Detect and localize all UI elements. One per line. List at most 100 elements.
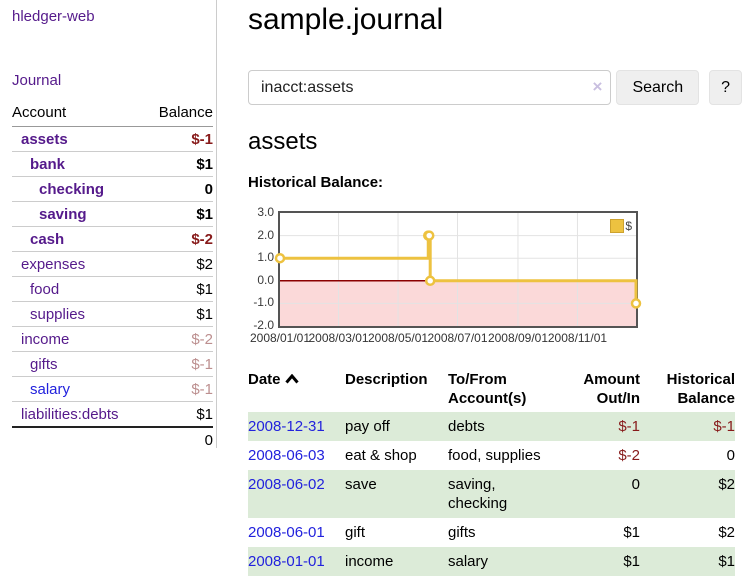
- account-balance: $-1: [191, 355, 213, 373]
- transaction-description: income: [345, 547, 448, 576]
- register-row: 2008-01-01 income salary $1 $1: [248, 547, 735, 576]
- accounts-header-account: Account: [12, 104, 67, 121]
- x-axis-tick-label: 2008/11/01: [547, 331, 608, 345]
- sidebar-account-row: saving $1: [12, 202, 213, 227]
- account-link[interactable]: supplies: [30, 305, 86, 323]
- transaction-description: save: [345, 470, 448, 518]
- accounts-table-header: Account Balance: [12, 104, 213, 127]
- transaction-amount: $-1: [562, 412, 640, 441]
- transaction-date-link[interactable]: 2008-06-03: [248, 447, 325, 464]
- y-axis-tick-label: -1.0: [253, 295, 274, 310]
- search-input[interactable]: [248, 70, 612, 105]
- historical-balance-chart: 3.0 2.0 1.0 0.0 -1.0 -2.0 $ 2008/01/01 2008/03…: [248, 204, 668, 345]
- transaction-accounts: salary: [448, 547, 562, 576]
- accounts-header-balance: Balance: [158, 104, 213, 121]
- header-label: To/From: [448, 371, 507, 388]
- register-column-header: Date: [248, 368, 345, 412]
- transaction-date-link[interactable]: 2008-01-01: [248, 553, 325, 570]
- register-header-row: Date Description To/From Account(s) Amount Ou…: [248, 368, 735, 412]
- account-link[interactable]: cash: [30, 230, 65, 248]
- account-page-title: assets: [248, 128, 318, 155]
- legend-swatch-icon: [610, 219, 625, 233]
- account-balance: $-2: [191, 330, 213, 348]
- transaction-accounts: food, supplies: [448, 447, 541, 464]
- transaction-amount: 0: [562, 470, 640, 518]
- header-label: Balance: [677, 390, 735, 407]
- transaction-accounts: saving, checking: [448, 470, 562, 518]
- register-row: 2008-12-31 pay off debts $-1 $-1: [248, 412, 735, 441]
- accounts-table: Account Balance assets $-1 bank $1 checking 0…: [12, 104, 213, 452]
- register-column-header: Amount Out/In: [562, 368, 640, 412]
- account-link[interactable]: food: [30, 280, 60, 298]
- account-balance: $-1: [191, 380, 213, 398]
- transaction-balance: 0: [726, 447, 735, 464]
- transaction-date-link[interactable]: 2008-06-02: [248, 476, 325, 493]
- account-link[interactable]: income: [21, 330, 70, 348]
- sidebar-account-row: supplies $1: [12, 302, 213, 327]
- header-label: Date: [248, 371, 281, 388]
- transaction-balance: $2: [640, 470, 735, 518]
- account-balance: $-1: [191, 130, 213, 148]
- y-axis-tick-label: 2.0: [257, 227, 274, 242]
- header-label: Description: [345, 371, 428, 388]
- transaction-amount: $1: [562, 547, 640, 576]
- main-content: sample.journal × Search ? assets Histori…: [248, 0, 742, 576]
- account-balance: $-2: [191, 230, 213, 248]
- account-balance: $2: [196, 255, 213, 273]
- chart-legend: $: [610, 219, 632, 233]
- transaction-amount: $-2: [618, 447, 640, 464]
- y-axis-tick-label: 1.0: [257, 250, 274, 265]
- x-axis-tick-label: 2008/03/01: [308, 331, 369, 345]
- account-link[interactable]: assets: [21, 130, 68, 148]
- account-link[interactable]: bank: [30, 155, 66, 173]
- account-link[interactable]: liabilities:debts: [21, 405, 119, 423]
- register-table: Date Description To/From Account(s) Amount Ou…: [248, 368, 735, 576]
- header-label: Account(s): [448, 390, 527, 407]
- sidebar-account-row: gifts $-1: [12, 352, 213, 377]
- transaction-date-link[interactable]: 2008-06-01: [248, 524, 325, 541]
- transaction-accounts: gifts: [448, 524, 476, 541]
- y-axis-tick-label: 0.0: [257, 272, 274, 287]
- clear-search-icon[interactable]: ×: [592, 77, 603, 96]
- sidebar-account-row: cash $-2: [12, 227, 213, 252]
- y-axis-tick-label: -2.0: [253, 318, 274, 332]
- sidebar-account-row: assets $-1: [12, 127, 213, 152]
- nav-journal-link[interactable]: Journal: [12, 72, 62, 89]
- transaction-description: eat & shop: [345, 447, 417, 464]
- register-column-header: Description: [345, 368, 448, 412]
- x-axis-tick-label: 2008/01/01: [249, 331, 311, 345]
- legend-label: $: [625, 219, 632, 233]
- chart-canvas: [274, 213, 642, 326]
- search-form: × Search ?: [248, 70, 742, 105]
- account-link[interactable]: gifts: [30, 355, 58, 373]
- account-balance: $1: [196, 280, 213, 298]
- account-balance: $1: [196, 205, 213, 223]
- transaction-description: gift: [345, 524, 366, 541]
- search-input-wrap: ×: [248, 70, 612, 105]
- transaction-description: pay off: [345, 412, 448, 441]
- account-balance: $1: [196, 155, 213, 173]
- sidebar: hledger-web Journal Account Balance asse…: [0, 0, 217, 449]
- search-button[interactable]: Search: [616, 70, 700, 105]
- account-link[interactable]: salary: [30, 380, 71, 398]
- transaction-balance: $1: [640, 547, 735, 576]
- sort-ascending-icon: [284, 374, 299, 384]
- account-link[interactable]: saving: [39, 205, 87, 223]
- sidebar-account-row: expenses $2: [12, 252, 213, 277]
- help-button[interactable]: ?: [709, 70, 742, 105]
- sidebar-account-row: checking 0: [12, 177, 213, 202]
- app-title-link[interactable]: hledger-web: [12, 8, 95, 25]
- account-balance: 0: [204, 180, 213, 198]
- page-title: sample.journal: [248, 3, 444, 36]
- chart-plot-area: $: [274, 211, 642, 328]
- sidebar-account-row: liabilities:debts $1: [12, 402, 213, 426]
- account-link[interactable]: expenses: [21, 255, 86, 273]
- transaction-balance: $-1: [640, 412, 735, 441]
- sidebar-account-row: food $1: [12, 277, 213, 302]
- chart-label: Historical Balance:: [248, 174, 384, 191]
- header-label: Historical: [666, 371, 735, 388]
- transaction-accounts: debts: [448, 412, 562, 441]
- transaction-amount: $1: [623, 524, 640, 541]
- account-link[interactable]: checking: [39, 180, 105, 198]
- transaction-date-link[interactable]: 2008-12-31: [248, 418, 325, 435]
